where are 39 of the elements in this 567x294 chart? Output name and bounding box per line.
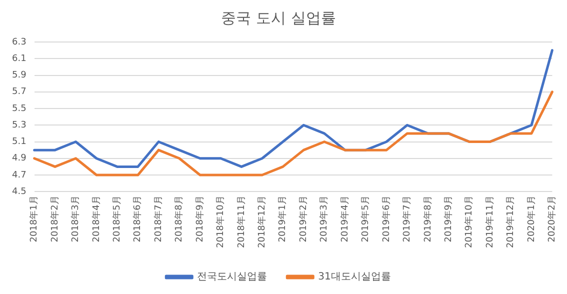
chart-title: 중국 도시 실업률	[221, 8, 336, 27]
x-tick-label: 2020年1月	[526, 196, 537, 242]
y-tick-label: 4.7	[12, 170, 26, 180]
x-tick-label: 2018年5月	[112, 196, 123, 242]
x-tick-label: 2019年2月	[298, 196, 309, 242]
x-tick-label: 2019年4月	[339, 196, 350, 242]
y-tick-label: 5.3	[12, 120, 26, 130]
x-tick-label: 2019年7月	[402, 196, 413, 242]
x-tick-label: 2019年1月	[277, 196, 288, 242]
x-tick-label: 2018年7月	[152, 196, 164, 242]
y-tick-label: 5.7	[12, 87, 26, 98]
x-tick-label: 2018年3月	[70, 196, 82, 242]
x-tick-label: 2018年8月	[174, 196, 185, 242]
x-tick-label: 2018年12月	[256, 196, 268, 248]
y-tick-label: 4.9	[12, 154, 27, 164]
legend-label: 31대도시실업률	[318, 272, 391, 283]
x-tick-label: 2019年8月	[422, 196, 434, 242]
x-tick-label: 2018年1月	[28, 196, 40, 242]
x-tick-label: 2020年2月	[546, 196, 558, 242]
x-tick-label: 2019年6月	[380, 196, 392, 242]
legend-label: 전국도시실업률	[197, 272, 268, 283]
y-tick-label: 6.3	[12, 37, 26, 48]
x-tick-label: 2019年5月	[360, 196, 372, 242]
x-tick-label: 2018年11月	[236, 196, 247, 248]
y-tick-label: 5.1	[12, 137, 26, 148]
x-tick-label: 2019年11月	[484, 196, 496, 248]
y-tick-label: 6.1	[12, 54, 26, 64]
x-tick-label: 2018年6月	[132, 196, 144, 242]
x-tick-label: 2019年10月	[464, 196, 475, 248]
y-tick-label: 5.5	[12, 104, 26, 114]
x-tick-label: 2018年2月	[49, 196, 60, 242]
x-tick-label: 2018年4月	[90, 196, 102, 242]
x-tick-label: 2018年9月	[194, 196, 206, 242]
x-tick-label: 2018年10月	[215, 196, 226, 248]
y-tick-label: 5.9	[12, 70, 27, 81]
x-tick-label: 2019年9月	[442, 196, 454, 242]
y-tick-label: 4.5	[12, 186, 26, 197]
x-tick-label: 2019年12月	[505, 196, 516, 248]
x-tick-label: 2019年3月	[318, 196, 330, 242]
